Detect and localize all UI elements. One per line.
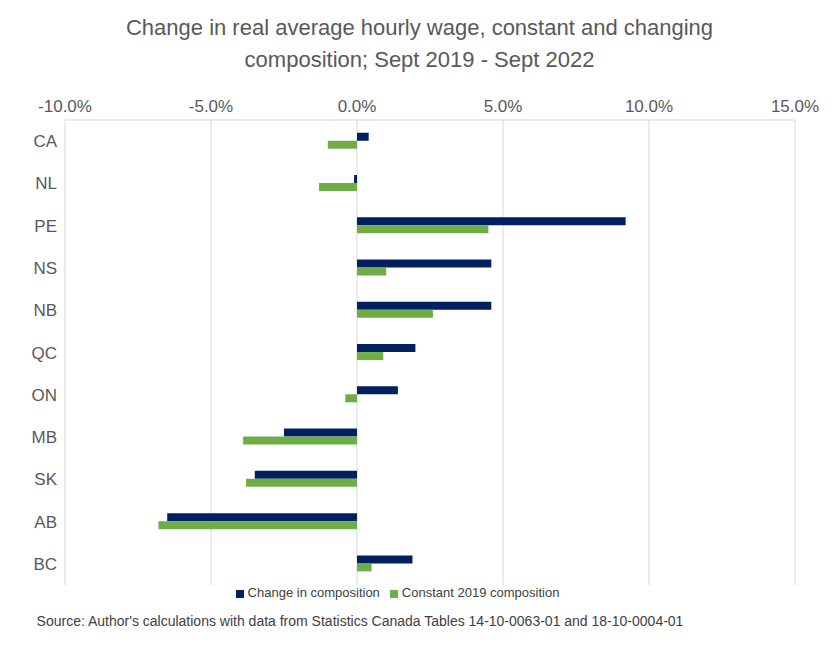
html-text:Constant 2019 composition: Constant 2019 composition [401, 585, 560, 600]
svg-text:NL: NL [35, 174, 57, 193]
svg-text:AB: AB [34, 513, 57, 532]
svg-text:BC: BC [33, 555, 57, 574]
svg-text:SK: SK [34, 470, 57, 489]
svg-text:5.0%: 5.0% [484, 97, 523, 116]
svg-text:-5.0%: -5.0% [189, 97, 233, 116]
html-text:Source: Author's calculations: Source: Author's calculations with data … [36, 613, 684, 629]
svg-text:CA: CA [33, 132, 57, 151]
svg-text:ON: ON [32, 386, 58, 405]
html-text:Change in composition: Change in composition [247, 585, 380, 600]
svg-text:NS: NS [33, 259, 57, 278]
svg-text:15.0%: 15.0% [771, 97, 819, 116]
svg-text:-10.0%: -10.0% [38, 97, 92, 116]
svg-text:NB: NB [33, 301, 57, 320]
svg-text:0.0%: 0.0% [338, 97, 377, 116]
svg-text:10.0%: 10.0% [625, 97, 673, 116]
svg-text:MB: MB [32, 428, 58, 447]
svg-text:QC: QC [32, 344, 58, 363]
html-text:Change in real average hourly: Change in real average hourly wage, cons… [126, 15, 713, 72]
svg-text:PE: PE [34, 217, 57, 236]
